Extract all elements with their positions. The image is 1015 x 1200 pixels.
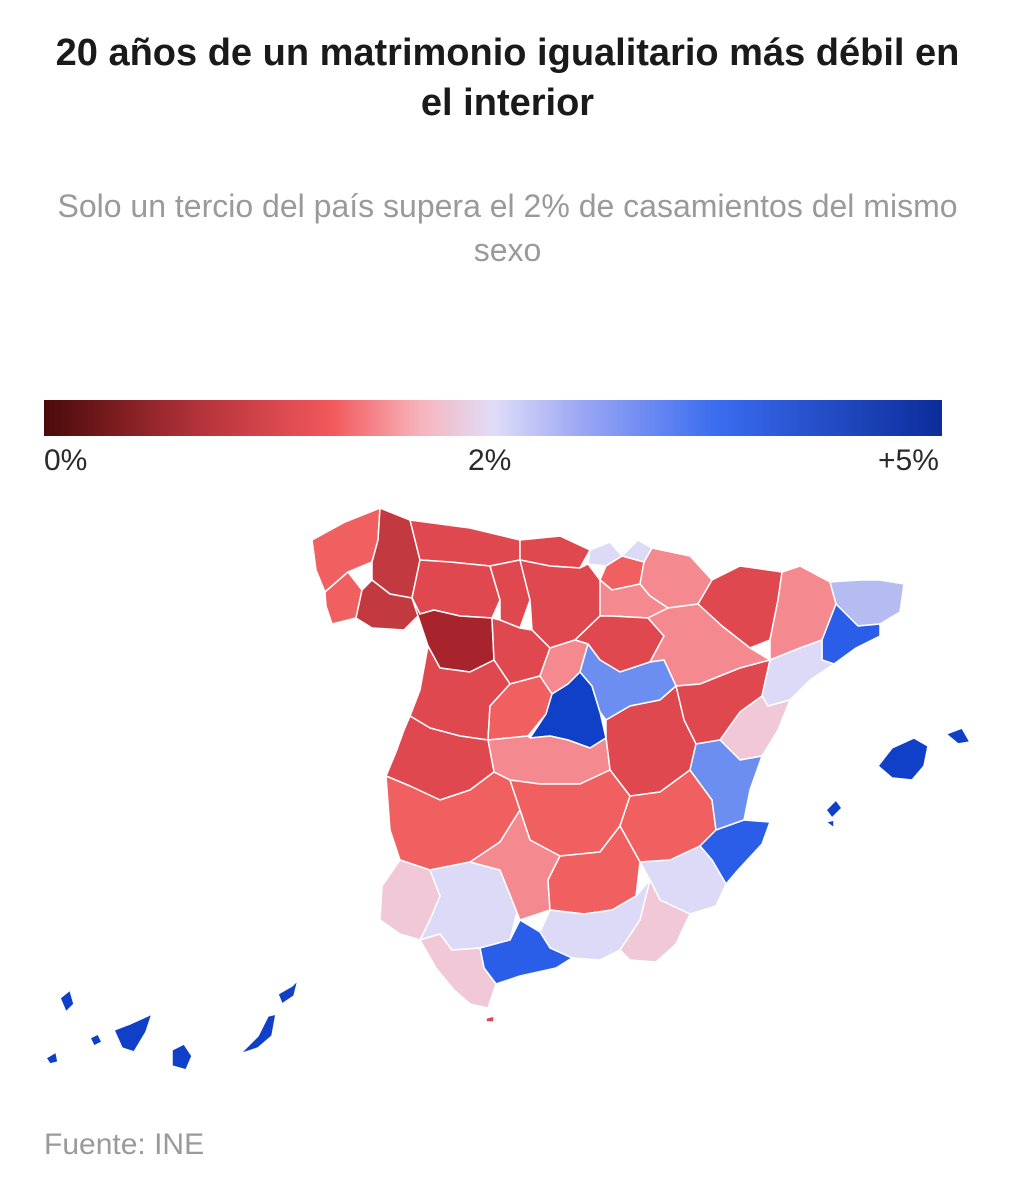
color-scale-bar (44, 400, 942, 436)
island-la-gomera (89, 1033, 103, 1047)
island-menorca (945, 727, 971, 745)
source-note: Fuente: INE (44, 1128, 205, 1161)
province-asturias (409, 519, 521, 567)
island-el-hierro (45, 1051, 59, 1065)
chart-subtitle: Solo un tercio del país supera el 2% de … (57, 188, 958, 268)
scale-label-max: +5% (878, 444, 939, 477)
chart-title: 20 años de un matrimonio igualitario más… (55, 32, 960, 124)
island-formentera (825, 819, 835, 829)
island-fuerteventura (239, 1013, 277, 1055)
island-mallorca (877, 737, 929, 781)
scale-label-min: 0% (44, 444, 88, 477)
island-tenerife (113, 1013, 153, 1053)
island-lanzarote (277, 979, 299, 1005)
province-cadiz (419, 933, 497, 1009)
island-la-palma (59, 989, 75, 1013)
spain-province-map (45, 507, 971, 1071)
island-ibiza (825, 799, 843, 819)
province-valencia (689, 739, 763, 831)
province-leon (411, 559, 501, 619)
city-ceuta (485, 1015, 495, 1023)
scale-label-mid: 2% (468, 444, 512, 477)
province-almeria (619, 879, 691, 963)
island-gran-canaria (171, 1043, 193, 1071)
